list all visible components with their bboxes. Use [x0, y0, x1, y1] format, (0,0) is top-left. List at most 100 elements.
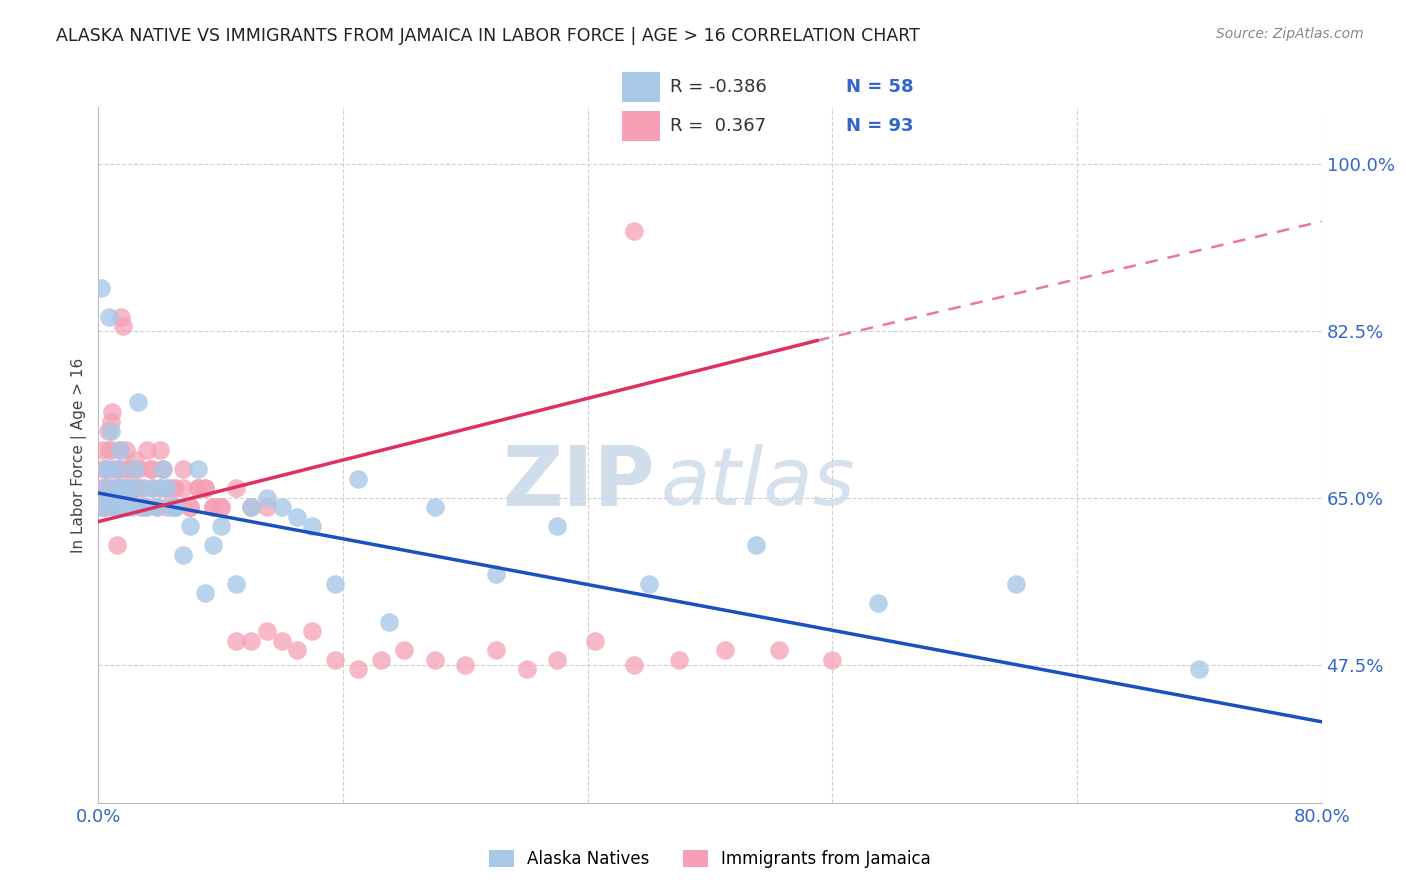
Point — [103, 500, 125, 515]
Point — [107, 481, 129, 495]
Point — [623, 657, 645, 672]
Point — [423, 653, 446, 667]
Point — [240, 500, 263, 515]
Point — [134, 500, 156, 515]
Point — [110, 310, 132, 324]
Point — [121, 500, 143, 515]
Text: R = -0.386: R = -0.386 — [671, 78, 766, 96]
Point — [202, 539, 225, 553]
Point — [285, 509, 308, 524]
Legend: Alaska Natives, Immigrants from Jamaica: Alaska Natives, Immigrants from Jamaica — [482, 843, 938, 874]
Point — [301, 519, 323, 533]
Point — [668, 653, 690, 667]
Point — [149, 443, 172, 458]
Point — [117, 500, 139, 515]
Point — [104, 500, 127, 515]
Point — [117, 481, 139, 495]
Point — [90, 481, 112, 495]
Point — [94, 462, 117, 476]
Point — [111, 319, 134, 334]
Point — [347, 472, 370, 486]
FancyBboxPatch shape — [621, 111, 659, 141]
Point — [868, 596, 890, 610]
Point — [103, 500, 125, 515]
Point — [134, 481, 156, 495]
Point — [172, 481, 194, 495]
Point — [105, 481, 128, 495]
Point — [347, 662, 370, 676]
Point — [115, 443, 138, 458]
Point — [108, 443, 131, 458]
Point — [156, 481, 179, 495]
Text: N = 58: N = 58 — [846, 78, 914, 96]
Point — [325, 576, 347, 591]
Point — [423, 500, 446, 515]
Point — [768, 643, 790, 657]
Point — [108, 443, 131, 458]
Point — [142, 481, 165, 495]
Point — [101, 405, 124, 419]
Text: atlas: atlas — [661, 443, 856, 522]
Point — [105, 539, 128, 553]
Point — [125, 481, 148, 495]
Point — [107, 462, 129, 476]
Point — [485, 567, 508, 582]
Point — [546, 653, 568, 667]
Point — [124, 462, 146, 476]
Point — [90, 281, 112, 295]
Point — [1188, 662, 1211, 676]
Point — [187, 481, 209, 495]
Point — [637, 576, 661, 591]
Point — [98, 310, 121, 324]
Point — [714, 643, 737, 657]
Point — [485, 643, 508, 657]
Point — [156, 500, 179, 515]
Point — [112, 481, 135, 495]
Text: R =  0.367: R = 0.367 — [671, 117, 766, 135]
Point — [104, 500, 127, 515]
Point — [129, 500, 152, 515]
Point — [285, 643, 308, 657]
Point — [125, 481, 148, 495]
Point — [111, 500, 134, 515]
Point — [194, 586, 217, 600]
Point — [202, 500, 225, 515]
Point — [98, 481, 121, 495]
Point — [89, 500, 111, 515]
Point — [120, 481, 142, 495]
Point — [94, 462, 117, 476]
Point — [141, 462, 163, 476]
Point — [256, 624, 278, 639]
Point — [127, 462, 149, 476]
Point — [127, 395, 149, 409]
Point — [100, 443, 122, 458]
Point — [745, 539, 768, 553]
Point — [1004, 576, 1026, 591]
Point — [209, 500, 232, 515]
Point — [179, 500, 201, 515]
Point — [149, 481, 172, 495]
Point — [187, 462, 209, 476]
Point — [118, 462, 141, 476]
Point — [240, 500, 263, 515]
Point — [110, 500, 132, 515]
Point — [120, 481, 142, 495]
Point — [104, 481, 127, 495]
Point — [136, 500, 159, 515]
Point — [112, 481, 135, 495]
Point — [270, 633, 292, 648]
Point — [623, 224, 645, 238]
Point — [194, 481, 217, 495]
Point — [187, 481, 209, 495]
Point — [124, 452, 146, 467]
Point — [145, 500, 167, 515]
Point — [93, 481, 115, 495]
Point — [225, 481, 247, 495]
Point — [98, 462, 121, 476]
Point — [91, 443, 114, 458]
Point — [136, 443, 159, 458]
Point — [370, 653, 392, 667]
Point — [325, 653, 347, 667]
Point — [516, 662, 538, 676]
Text: N = 93: N = 93 — [846, 117, 914, 135]
